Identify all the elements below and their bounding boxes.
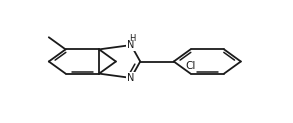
Text: H: H [129,34,136,43]
Text: Cl: Cl [185,61,196,71]
Text: N: N [127,73,135,83]
Text: N: N [127,40,135,50]
